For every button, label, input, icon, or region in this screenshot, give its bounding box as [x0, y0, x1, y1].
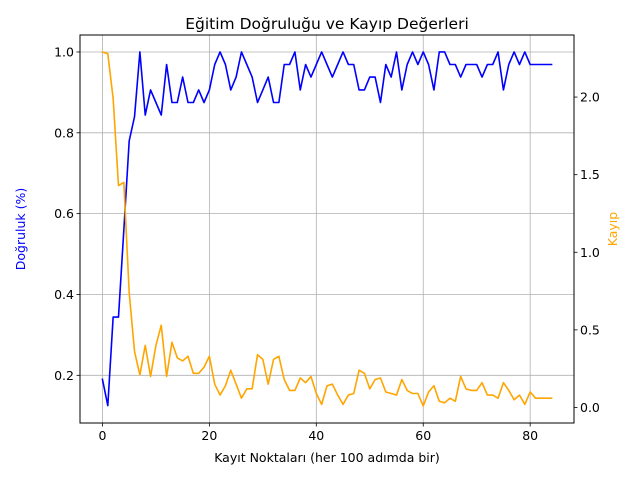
y-tick-label-right: 0.0 [580, 400, 600, 415]
x-tick-label: 0 [98, 428, 106, 443]
series-layer [101, 51, 553, 407]
y-tick-label-left: 1.0 [54, 44, 74, 59]
y-tick-label-left: 0.6 [54, 206, 74, 221]
x-tick-label: 60 [415, 428, 431, 443]
y-tick-label-right: 0.5 [580, 322, 600, 337]
x-tick-label: 20 [201, 428, 217, 443]
chart-title: Eğitim Doğruluğu ve Kayıp Değerleri [185, 15, 469, 33]
y-tick-label-right: 2.0 [580, 90, 600, 105]
grid [80, 35, 574, 423]
y-tick-label-right: 1.5 [580, 167, 600, 182]
loss-series-line [101, 51, 553, 407]
y-tick-label-right: 1.0 [580, 245, 600, 260]
x-tick-label: 40 [308, 428, 324, 443]
x-axis-label: Kayıt Noktaları (her 100 adımda bir) [214, 450, 440, 465]
x-tick-label: 80 [522, 428, 538, 443]
ticks: 0 20 40 60 80 0.2 0.4 0.6 0.8 1.0 0.0 0.5 1.0 1.5 2.0 [54, 44, 600, 443]
y-axis-label-right: Kayıp [605, 212, 620, 247]
y-axis-label-left: Doğruluk (%) [13, 188, 28, 271]
y-tick-label-left: 0.4 [54, 287, 74, 302]
y-tick-label-left: 0.8 [54, 125, 74, 140]
accuracy-series-line [101, 51, 553, 407]
plot-frame [79, 34, 575, 424]
y-tick-label-left: 0.2 [54, 368, 74, 383]
